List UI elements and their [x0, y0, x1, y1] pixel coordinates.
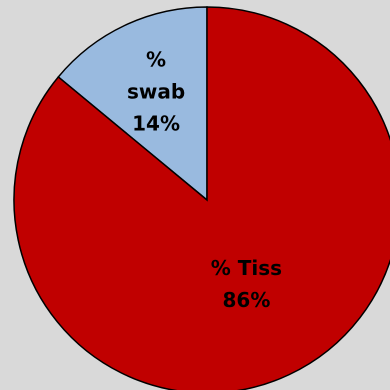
pie-slice-label-line: 86% [223, 288, 271, 312]
pie-slice-label-line: 14% [132, 112, 180, 136]
pie-slices [13, 6, 390, 390]
pie-slice-1 [13, 6, 390, 390]
pie-slice-label-0: % swab 14% [127, 48, 185, 136]
pie-slice-label-line: % [146, 48, 166, 72]
pie-slice-label-line: % Tiss [211, 256, 282, 280]
pie-labels: % swab 14% % Tiss 86% [127, 48, 282, 312]
pie-slice-0 [57, 6, 208, 202]
pie-slice-label-1: % Tiss 86% [211, 256, 282, 312]
pie-slice-label-line: swab [127, 80, 185, 104]
